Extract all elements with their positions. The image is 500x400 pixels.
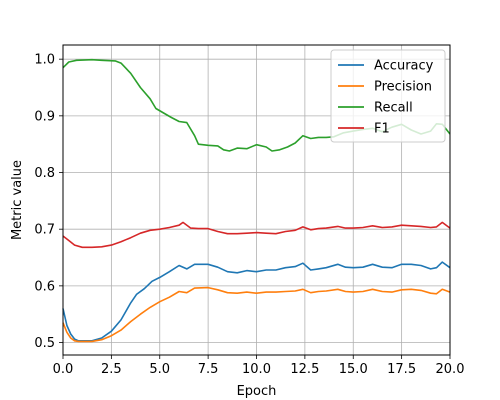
y-axis: 0.5 0.6 0.7 0.8 0.9 1.0 [34,53,63,351]
y-axis-label: Metric value [10,160,25,240]
x-tick-label: 12.5 [290,362,319,377]
y-tick-label: 0.9 [34,109,55,124]
y-tick-label: 0.6 [34,279,55,294]
x-tick-label: 10.0 [242,362,271,377]
legend: Accuracy Precision Recall F1 [330,49,446,143]
y-tick-label: 0.7 [34,223,55,238]
x-axis-label: Epoch [237,384,277,399]
legend-label: Recall [374,101,413,116]
legend-label: Accuracy [374,59,434,74]
legend-box [330,49,446,143]
y-tick-label: 0.5 [34,336,55,351]
x-tick-label: 17.5 [387,362,416,377]
x-tick-label: 5.0 [149,362,170,377]
x-tick-label: 7.5 [198,362,219,377]
series-line-precision [62,286,451,343]
x-tick-label: 2.5 [101,362,122,377]
legend-label: F1 [374,122,390,137]
legend-label: Precision [374,80,432,95]
series-line-accuracy [62,261,451,342]
y-tick-label: 1.0 [34,53,55,68]
x-tick-label: 20.0 [436,362,465,377]
x-axis: 0.0 2.5 5.0 7.5 10.0 12.5 15.0 17.5 20.0 [53,355,465,377]
y-tick-label: 0.8 [34,166,55,181]
series-line-f1 [62,221,451,249]
x-tick-label: 15.0 [339,362,368,377]
x-tick-label: 0.0 [53,362,74,377]
